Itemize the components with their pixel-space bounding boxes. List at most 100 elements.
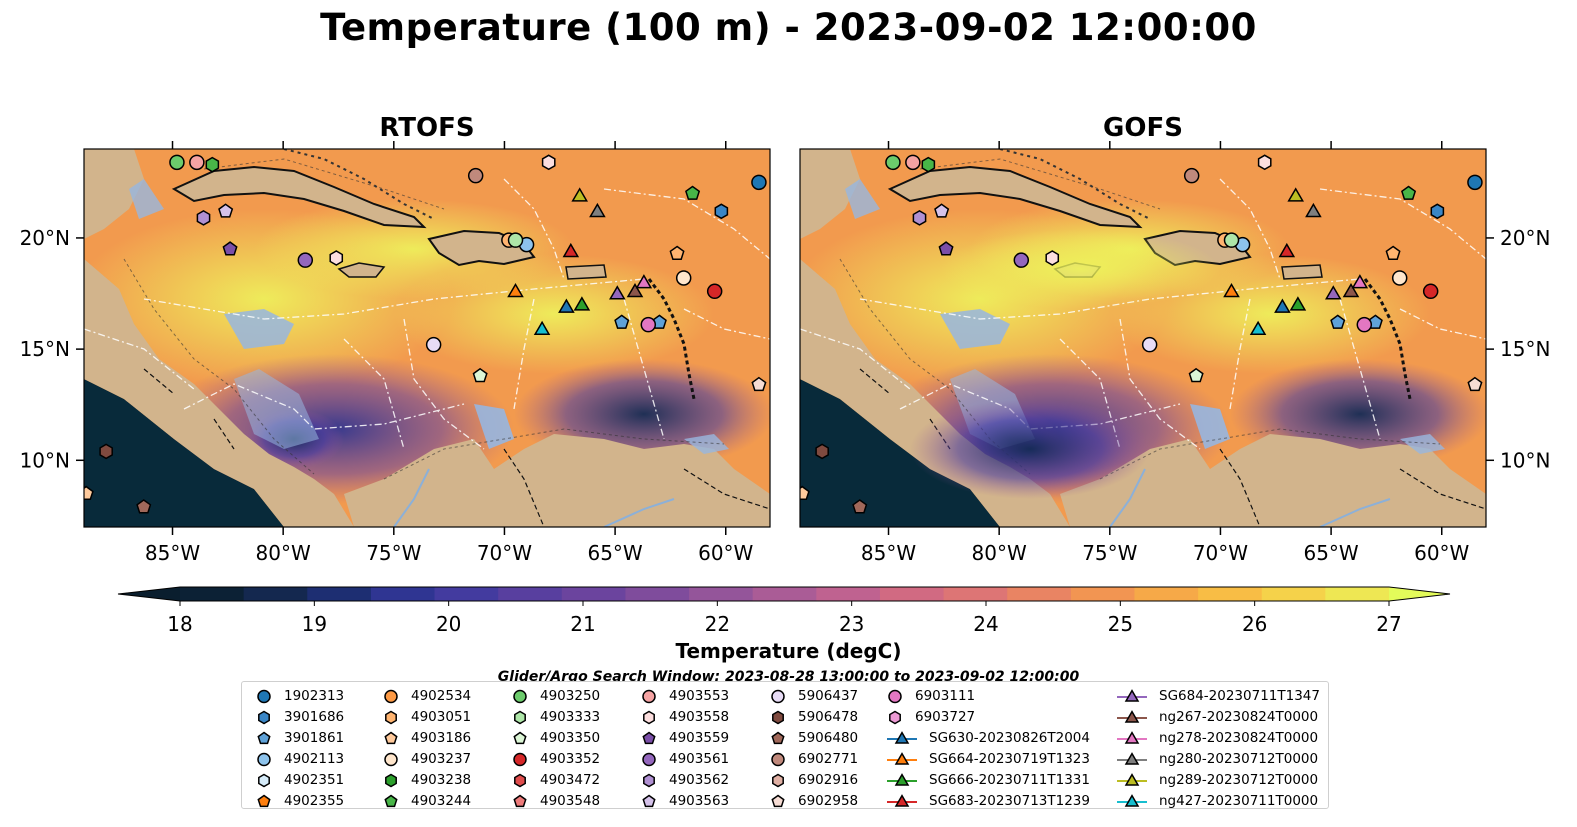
- legend-marker: [384, 689, 398, 703]
- hexagon-marker-icon: [643, 773, 655, 787]
- colorbar-extend-low: [118, 587, 180, 601]
- legend-marker: [385, 773, 397, 787]
- triangle-marker-icon: [1117, 730, 1147, 744]
- legend-entry: 6902916: [770, 769, 858, 790]
- colorbar-tick-label: 18: [167, 612, 192, 636]
- lat-tick-label: 20°N: [20, 226, 70, 250]
- lat-tick-label: 15°N: [1500, 337, 1550, 361]
- legend-column: 6903111 6903727 SG630-20230826T2004 SG664-2…: [887, 685, 1090, 811]
- temperature-field: [84, 149, 770, 527]
- legend-label: 4903559: [669, 729, 730, 746]
- hexagon-marker-icon: [889, 710, 901, 724]
- legend-label: 4903563: [669, 792, 730, 809]
- legend-label: SG630-20230826T2004: [929, 729, 1090, 746]
- circle-marker-icon: [257, 689, 271, 703]
- triangle-marker-icon: [1117, 751, 1147, 765]
- circle-marker-icon: [513, 689, 527, 703]
- legend-marker: [894, 751, 910, 765]
- observation-marker: [1289, 296, 1307, 311]
- legend-entry: 6902771: [770, 748, 858, 769]
- legend-label: 5906478: [798, 708, 859, 725]
- lon-tick-label: 85°W: [861, 541, 916, 565]
- legend-marker: [384, 794, 398, 807]
- triangle-marker-icon: [887, 751, 917, 765]
- legend-marker: [888, 689, 902, 703]
- legend-marker: [384, 752, 398, 766]
- legend-column: 1902313 3901686 3901861 4902113 4902351 49023…: [256, 685, 344, 811]
- colorbar-segment: [752, 587, 817, 601]
- observation-marker: [1356, 316, 1373, 333]
- legend-marker: [643, 710, 655, 724]
- observation-marker: [706, 283, 723, 300]
- observation-marker: [1467, 376, 1483, 392]
- observation-marker: [640, 316, 657, 333]
- lat-tick-label: 20°N: [1500, 226, 1550, 250]
- colorbar-tick-label: 26: [1242, 612, 1267, 636]
- observation-marker: [1183, 167, 1200, 184]
- legend-label: ng267-20230824T0000: [1159, 708, 1319, 725]
- legend-label: 4902113: [284, 750, 345, 767]
- colorbar-tick-label: 25: [1108, 612, 1133, 636]
- legend-marker: [771, 794, 785, 807]
- hexagon-marker-icon: [385, 710, 397, 724]
- legend-entry: 4903238: [383, 769, 471, 790]
- legend-label: 4902355: [284, 792, 345, 809]
- legend-label: SG683-20230713T1239: [929, 792, 1090, 809]
- colorbar-segment: [1070, 587, 1135, 601]
- observation-marker: [467, 167, 484, 184]
- observation-marker: [1287, 187, 1305, 202]
- legend-entry: ng280-20230712T0000: [1117, 748, 1320, 769]
- legend-label: 4903352: [540, 750, 601, 767]
- legend-column: SG684-20230711T1347 ng267-20230824T0000 ng…: [1117, 685, 1320, 811]
- legend-marker: [642, 794, 656, 807]
- rtofs-map: [83, 148, 771, 528]
- observation-marker: [1223, 232, 1240, 248]
- colorbar-segment: [243, 587, 308, 601]
- figure-title: Temperature (100 m) - 2023-09-02 12:00:0…: [320, 6, 1257, 49]
- legend-entry: 4903333: [512, 706, 600, 727]
- colorbar-tick-label: 23: [839, 612, 864, 636]
- legend-marker: [1124, 793, 1140, 807]
- legend-marker: [513, 794, 527, 807]
- colorbar-tick-label: 27: [1376, 612, 1401, 636]
- pentagon-marker-icon: [257, 794, 271, 807]
- lat-tick-label: 15°N: [20, 337, 70, 361]
- legend-entry: 4903562: [641, 769, 729, 790]
- lon-tick-label: 85°W: [145, 541, 200, 565]
- observation-marker: [1351, 274, 1369, 289]
- legend-label: 4903186: [411, 729, 472, 746]
- hexagon-marker-icon: [385, 773, 397, 787]
- colorbar-tick-label: 24: [973, 612, 998, 636]
- legend-entry: 4903237: [383, 748, 471, 769]
- colorbar-segment: [943, 587, 1008, 601]
- legend-label: ng280-20230712T0000: [1159, 750, 1319, 767]
- legend-entry: 6903727: [887, 706, 1090, 727]
- observation-marker: [1257, 154, 1272, 171]
- legend-entry: 3901686: [256, 706, 344, 727]
- circle-marker-icon: [642, 752, 656, 766]
- legend-label: 4903350: [540, 729, 601, 746]
- legend-marker: [385, 710, 397, 724]
- observation-marker: [1467, 174, 1483, 191]
- observation-marker: [558, 298, 575, 313]
- observation-marker: [1013, 252, 1030, 268]
- observation-marker: [675, 270, 692, 286]
- lon-tick-label: 65°W: [587, 541, 642, 565]
- pentagon-marker-icon: [771, 794, 785, 807]
- legend-label: 5906480: [798, 729, 859, 746]
- legend-marker: [514, 710, 526, 724]
- observation-marker: [934, 203, 950, 218]
- legend-column: 5906437 5906478 5906480 6902771 6902916 69029…: [770, 685, 858, 811]
- observation-marker: [507, 283, 524, 298]
- legend-marker: [771, 752, 785, 766]
- legend-label: ng278-20230824T0000: [1159, 729, 1319, 746]
- circle-marker-icon: [771, 689, 785, 703]
- observation-marker: [614, 314, 630, 329]
- legend-entry: 6903111: [887, 685, 1090, 706]
- hexagon-marker-icon: [514, 773, 526, 787]
- legend-marker: [1124, 772, 1140, 786]
- legend-label: 6902771: [798, 750, 859, 767]
- pentagon-marker-icon: [771, 731, 785, 744]
- legend-entry: 4903350: [512, 727, 600, 748]
- legend-entry: 1902313: [256, 685, 344, 706]
